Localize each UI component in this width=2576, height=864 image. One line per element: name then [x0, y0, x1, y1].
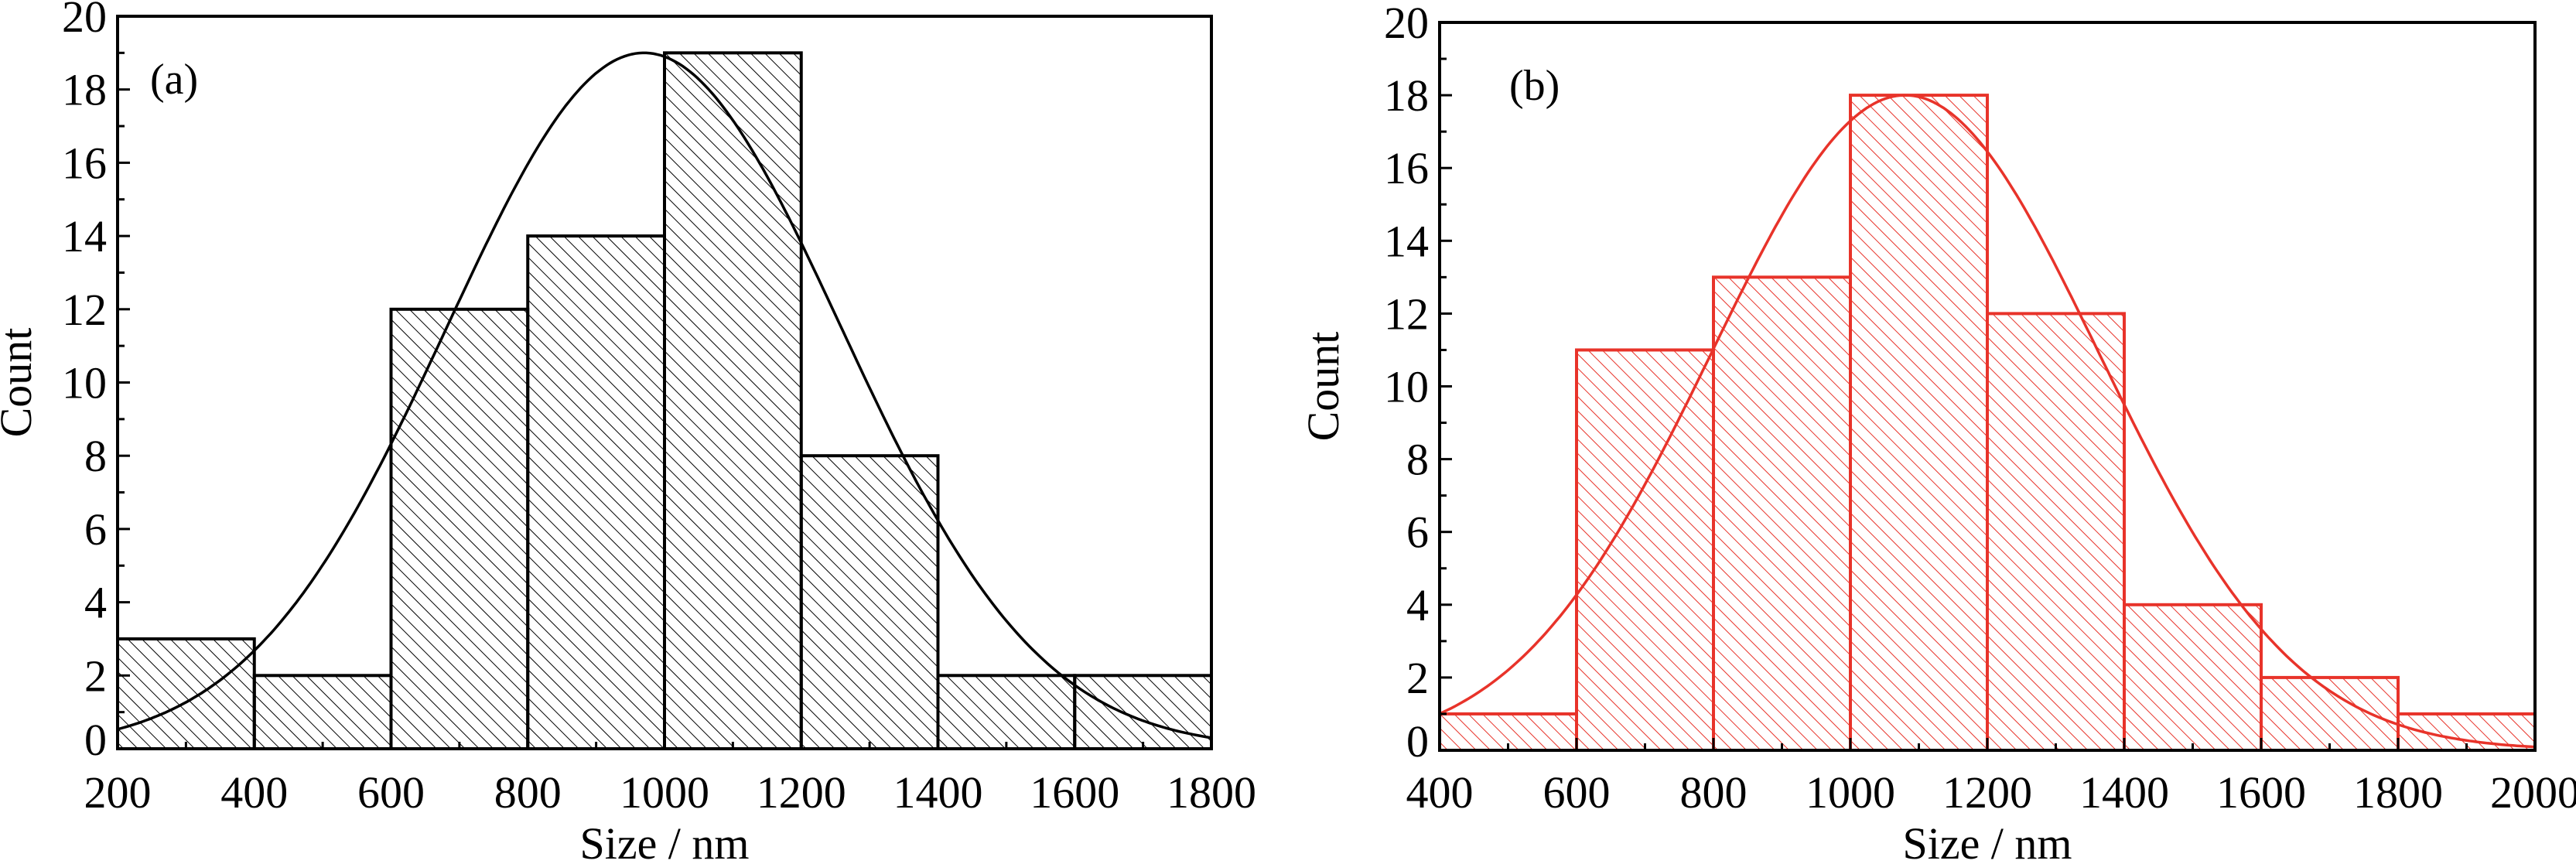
- y-tick-label: 14: [1384, 216, 1429, 266]
- y-axis-title: Count: [0, 328, 41, 438]
- y-tick-label: 20: [1384, 0, 1429, 48]
- gaussian-fit-curve: [1439, 94, 2536, 749]
- x-tick-label: 1000: [620, 767, 709, 818]
- y-tick-label: 16: [1384, 143, 1429, 193]
- y-tick-label: 16: [62, 138, 107, 188]
- gaussian-fit-curve: [117, 51, 1212, 739]
- x-tick-label: 600: [1543, 767, 1611, 818]
- y-tick-label: 20: [62, 0, 107, 42]
- x-tick-label: 800: [1680, 767, 1748, 818]
- histogram-bar: [526, 234, 666, 751]
- y-tick-label: 18: [1384, 70, 1429, 121]
- y-tick-label: 0: [1406, 716, 1429, 767]
- histogram-bar: [1986, 312, 2126, 752]
- histogram-bar: [2123, 603, 2263, 752]
- x-tick-label: 1400: [893, 767, 983, 818]
- y-tick-label: 4: [1406, 580, 1429, 630]
- y-tick-label: 14: [62, 211, 107, 261]
- y-axis-title: Count: [1298, 332, 1348, 442]
- histogram-bar: [936, 674, 1077, 750]
- x-tick-label: 400: [220, 767, 288, 818]
- histogram-bar: [663, 51, 803, 751]
- panel-a: 0 2 4 6 8 10 12 14 16 18 20 200 400 600 800 1000 1200 140…: [0, 0, 1256, 864]
- x-tick-label: 1800: [2353, 767, 2443, 818]
- x-axis-title: Size / nm: [1902, 818, 2072, 864]
- x-tick-label: 1400: [2079, 767, 2169, 818]
- x-tick-label: 1200: [757, 767, 846, 818]
- histogram-bar: [389, 307, 530, 750]
- y-tick-label: 18: [62, 65, 107, 115]
- x-tick-label: 1200: [1942, 767, 2032, 818]
- y-tick-label: 2: [84, 651, 107, 701]
- x-tick-label: 200: [84, 767, 152, 818]
- histogram-bar: [2260, 675, 2400, 753]
- x-tick-label: 1800: [1167, 767, 1256, 818]
- y-tick-label: 10: [1384, 362, 1429, 412]
- y-tick-label: 4: [84, 578, 107, 628]
- histogram-bar: [1849, 94, 1989, 753]
- y-tick-label: 8: [84, 431, 107, 481]
- histogram-bar: [116, 637, 256, 751]
- panel-label: (a): [150, 56, 198, 104]
- x-tick-label: 2000: [2490, 767, 2576, 818]
- histogram-bar: [1712, 275, 1852, 753]
- x-tick-label: 1600: [2216, 767, 2306, 818]
- histogram-bar: [252, 674, 393, 750]
- x-axis-title: Size / nm: [579, 818, 749, 864]
- histogram-bar: [799, 454, 940, 750]
- x-tick-label: 1600: [1030, 767, 1119, 818]
- histogram-bar: [1575, 348, 1715, 752]
- y-tick-label: 6: [1406, 507, 1429, 558]
- y-tick-label: 2: [1406, 653, 1429, 703]
- x-tick-label: 800: [494, 767, 562, 818]
- y-tick-label: 6: [84, 504, 107, 555]
- y-tick-label: 0: [84, 715, 107, 765]
- panel-label: (b): [1509, 62, 1560, 110]
- x-tick-label: 1000: [1806, 767, 1895, 818]
- histogram-bar: [1073, 674, 1213, 750]
- y-tick-label: 12: [1384, 289, 1429, 339]
- y-tick-label: 8: [1406, 435, 1429, 485]
- y-tick-label: 10: [62, 358, 107, 408]
- x-tick-label: 600: [357, 767, 425, 818]
- x-tick-label: 400: [1406, 767, 1474, 818]
- panel-b: 0 2 4 6 8 10 12 14 16 18 20 400 600 800 1000 1200 1400 16…: [1298, 0, 2576, 864]
- y-tick-label: 12: [62, 285, 107, 335]
